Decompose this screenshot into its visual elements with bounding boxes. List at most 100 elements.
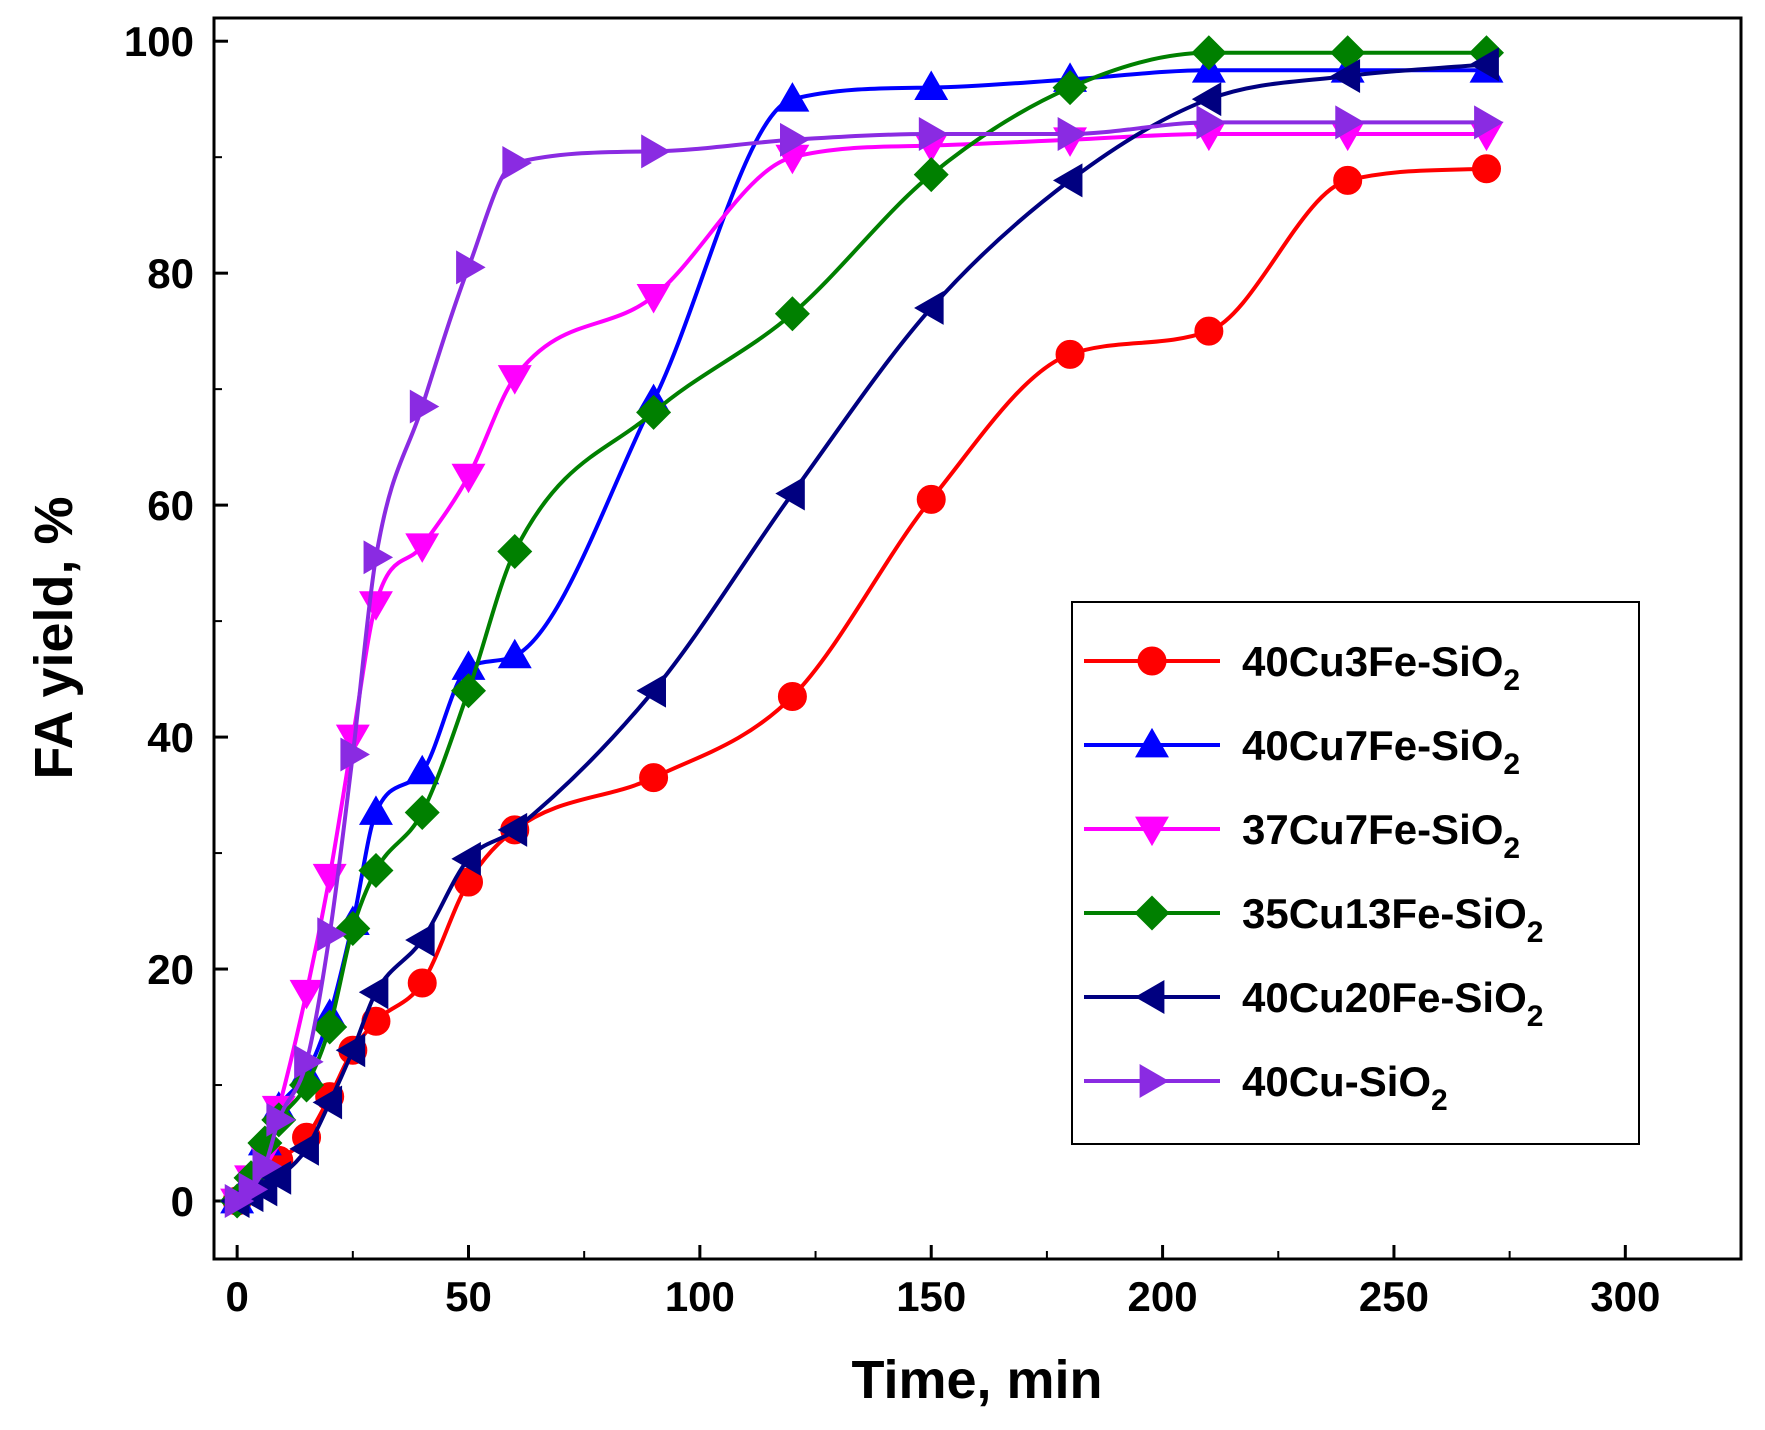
data-point xyxy=(289,1067,325,1103)
legend-marker xyxy=(1134,980,1165,1014)
legend-label-main: 37Cu7Fe-SiO xyxy=(1242,806,1503,853)
data-point xyxy=(1191,35,1227,71)
data-point xyxy=(497,365,532,395)
legend-label: 40Cu3Fe-SiO2 xyxy=(1242,638,1520,697)
data-point xyxy=(358,975,389,1010)
data-point xyxy=(252,1149,283,1184)
y-tick-label: 40 xyxy=(147,714,194,761)
data-point xyxy=(497,638,532,669)
data-point xyxy=(404,794,440,830)
x-tick-label: 250 xyxy=(1359,1273,1429,1320)
legend-label: 40Cu20Fe-SiO2 xyxy=(1242,974,1543,1033)
series-3 xyxy=(219,35,1505,1219)
y-tick-label: 0 xyxy=(171,1178,194,1225)
legend-label-main: 40Cu20Fe-SiO xyxy=(1242,974,1527,1021)
data-point xyxy=(340,737,370,772)
data-point xyxy=(636,673,666,708)
legend-label-main: 40Cu3Fe-SiO xyxy=(1242,638,1503,685)
x-axis-title: Time, min xyxy=(851,1350,1102,1410)
data-point xyxy=(913,157,949,193)
legend-label-main: 40Cu7Fe-SiO xyxy=(1242,722,1503,769)
series-layer xyxy=(219,35,1505,1219)
data-point xyxy=(1055,339,1085,369)
data-point xyxy=(266,1102,296,1137)
x-tick-label: 150 xyxy=(896,1273,966,1320)
data-point xyxy=(641,134,671,169)
data-point xyxy=(775,476,805,511)
legend-box xyxy=(1071,601,1640,1145)
data-point xyxy=(294,1044,324,1079)
data-point xyxy=(312,1009,348,1045)
legend-label-subscript: 2 xyxy=(1503,664,1520,697)
data-point xyxy=(775,82,810,112)
data-point xyxy=(1191,82,1222,117)
legend-label-subscript: 2 xyxy=(1503,832,1520,865)
data-point xyxy=(405,754,440,785)
data-point xyxy=(914,290,944,325)
legend-item: 40Cu3Fe-SiO2 xyxy=(1084,638,1520,697)
series-5 xyxy=(224,105,1504,1218)
data-point xyxy=(335,910,371,946)
x-axis-ticks: 0 50 100 150 200 250 300 xyxy=(225,1245,1660,1320)
legend-label: 35Cu13Fe-SiO2 xyxy=(1242,890,1543,949)
legend-label: 40Cu7Fe-SiO2 xyxy=(1242,722,1520,781)
data-point xyxy=(636,283,671,314)
legend-marker xyxy=(1137,646,1167,676)
legend-label-main: 35Cu13Fe-SiO xyxy=(1242,890,1527,937)
data-point xyxy=(450,673,487,709)
series-line xyxy=(235,50,1487,1203)
y-axis-ticks: 0 20 40 60 80 100 xyxy=(124,18,228,1225)
y-tick-label: 60 xyxy=(147,482,194,529)
data-point xyxy=(363,540,394,575)
legend-marker xyxy=(1139,1064,1170,1098)
data-point xyxy=(409,389,440,424)
legend-item: 37Cu7Fe-SiO2 xyxy=(1084,806,1520,865)
data-point xyxy=(1330,59,1361,93)
data-point xyxy=(312,1085,343,1120)
data-point xyxy=(358,852,394,888)
x-tick-label: 50 xyxy=(445,1273,492,1320)
data-point xyxy=(1474,105,1504,140)
data-point xyxy=(317,917,347,952)
plot-frame xyxy=(212,16,1743,1261)
series-4 xyxy=(220,47,1499,1218)
legend-marker xyxy=(1135,816,1169,847)
data-point xyxy=(358,795,393,825)
data-point xyxy=(1194,316,1224,346)
data-point xyxy=(405,533,440,563)
x-tick-label: 0 xyxy=(225,1273,248,1320)
data-point xyxy=(780,122,810,157)
legend-label: 40Cu-SiO2 xyxy=(1242,1058,1448,1117)
data-point xyxy=(497,812,528,847)
series-line xyxy=(235,131,1487,1203)
legend-label-subscript: 2 xyxy=(1527,1000,1544,1033)
y-axis-title: FA yield, % xyxy=(24,496,84,779)
data-point xyxy=(1333,165,1363,195)
legend-item: 40Cu-SiO2 xyxy=(1084,1058,1448,1117)
data-point xyxy=(1052,163,1083,198)
series-line xyxy=(236,62,1487,1203)
data-point xyxy=(639,763,669,793)
data-point xyxy=(1052,70,1088,106)
data-point xyxy=(405,923,435,958)
legend-marker xyxy=(1135,727,1169,758)
x-tick-label: 200 xyxy=(1128,1273,1198,1320)
legend-label-subscript: 2 xyxy=(1527,916,1544,949)
data-point xyxy=(358,591,393,621)
y-tick-label: 100 xyxy=(124,18,194,65)
legend-item: 40Cu7Fe-SiO2 xyxy=(1084,722,1520,781)
data-point xyxy=(261,1160,292,1195)
y-tick-label: 20 xyxy=(147,946,194,993)
data-point xyxy=(1057,117,1088,151)
data-point xyxy=(916,484,946,514)
data-point xyxy=(289,979,324,1010)
legend: 40Cu3Fe-SiO240Cu7Fe-SiO237Cu7Fe-SiO235Cu… xyxy=(1071,601,1640,1145)
legend-item: 35Cu13Fe-SiO2 xyxy=(1084,890,1543,949)
data-point xyxy=(289,1131,319,1166)
data-point xyxy=(407,968,437,998)
legend-item: 40Cu20Fe-SiO2 xyxy=(1084,974,1543,1033)
data-point xyxy=(1469,47,1499,82)
series-line xyxy=(235,120,1487,1203)
data-point xyxy=(914,70,949,100)
